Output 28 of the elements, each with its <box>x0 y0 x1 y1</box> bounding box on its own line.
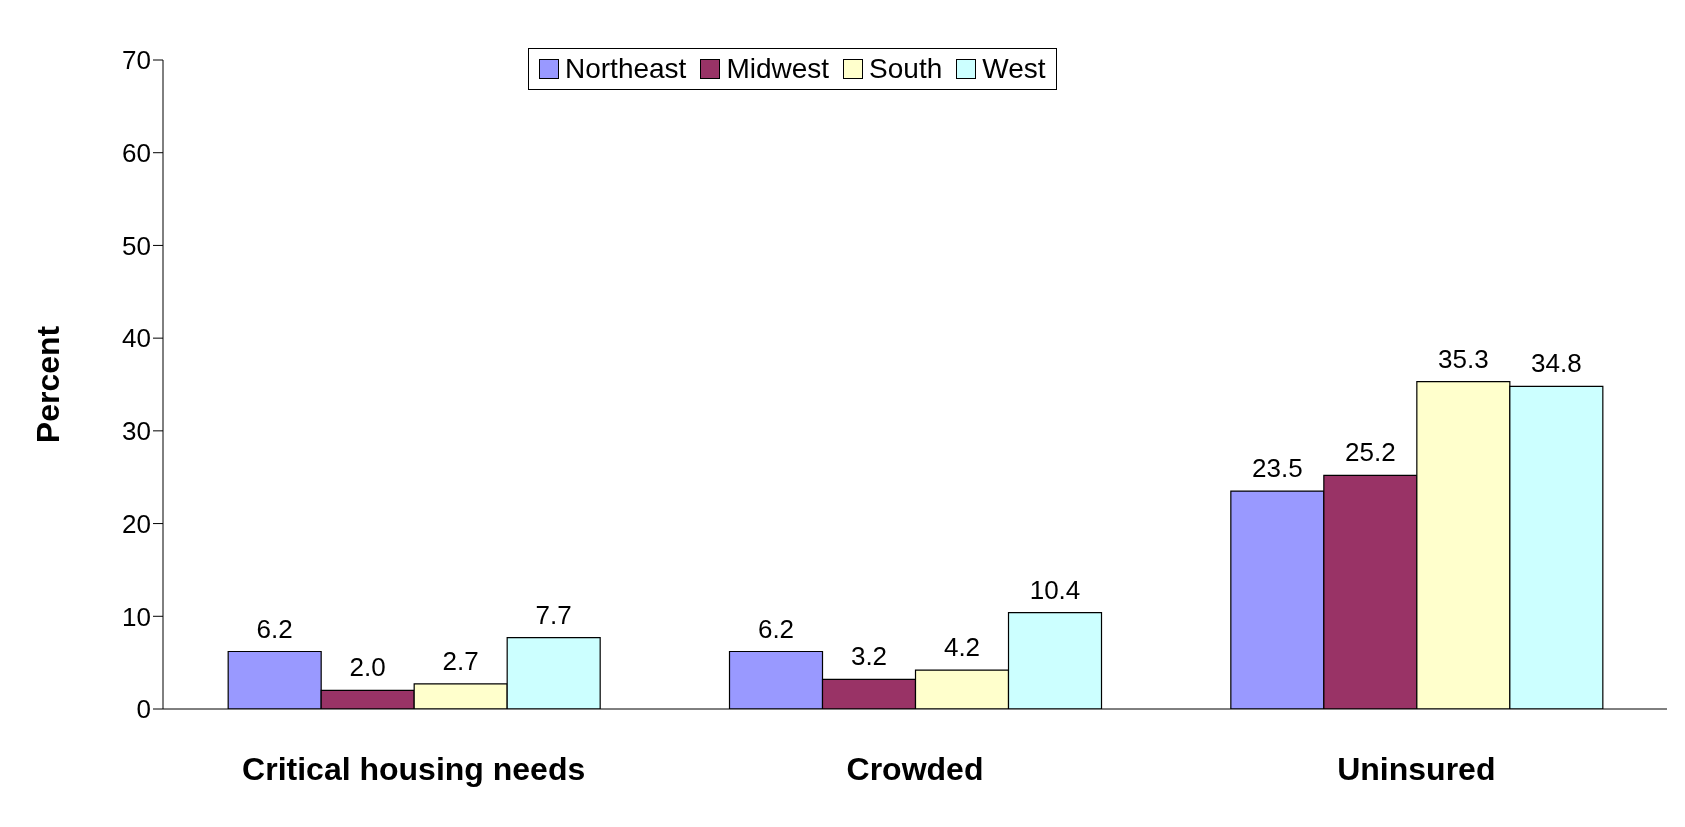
data-label: 2.0 <box>349 652 386 683</box>
data-label: 35.3 <box>1438 343 1489 374</box>
legend-label: South <box>869 53 943 85</box>
y-tick-label: 60 <box>122 137 151 168</box>
data-label: 7.7 <box>535 599 572 630</box>
data-label: 25.2 <box>1345 437 1396 468</box>
data-label: 34.8 <box>1531 348 1582 379</box>
data-label: 2.7 <box>442 645 479 676</box>
y-tick-label: 70 <box>122 45 151 76</box>
x-tick-label: Uninsured <box>1337 750 1496 787</box>
y-tick-label: 50 <box>122 230 151 261</box>
y-tick-label: 10 <box>122 601 151 632</box>
y-tick-label: 0 <box>136 694 151 725</box>
legend-label: Midwest <box>726 53 830 85</box>
y-tick-label: 20 <box>122 508 151 539</box>
data-label: 23.5 <box>1252 453 1303 484</box>
x-tick-label: Crowded <box>846 750 984 787</box>
y-tick-label: 40 <box>122 323 151 354</box>
data-label: 4.2 <box>943 632 981 663</box>
y-tick-label: 30 <box>122 416 151 447</box>
legend-label: West <box>982 53 1046 85</box>
x-tick-label: Critical housing needs <box>242 750 586 787</box>
legend-label: Northeast <box>565 53 687 85</box>
data-label: 6.2 <box>757 613 795 644</box>
y-axis-title: Percent <box>30 325 67 444</box>
data-label: 6.2 <box>256 613 293 644</box>
data-label: 3.2 <box>850 641 888 672</box>
data-label: 10.4 <box>1029 574 1081 605</box>
